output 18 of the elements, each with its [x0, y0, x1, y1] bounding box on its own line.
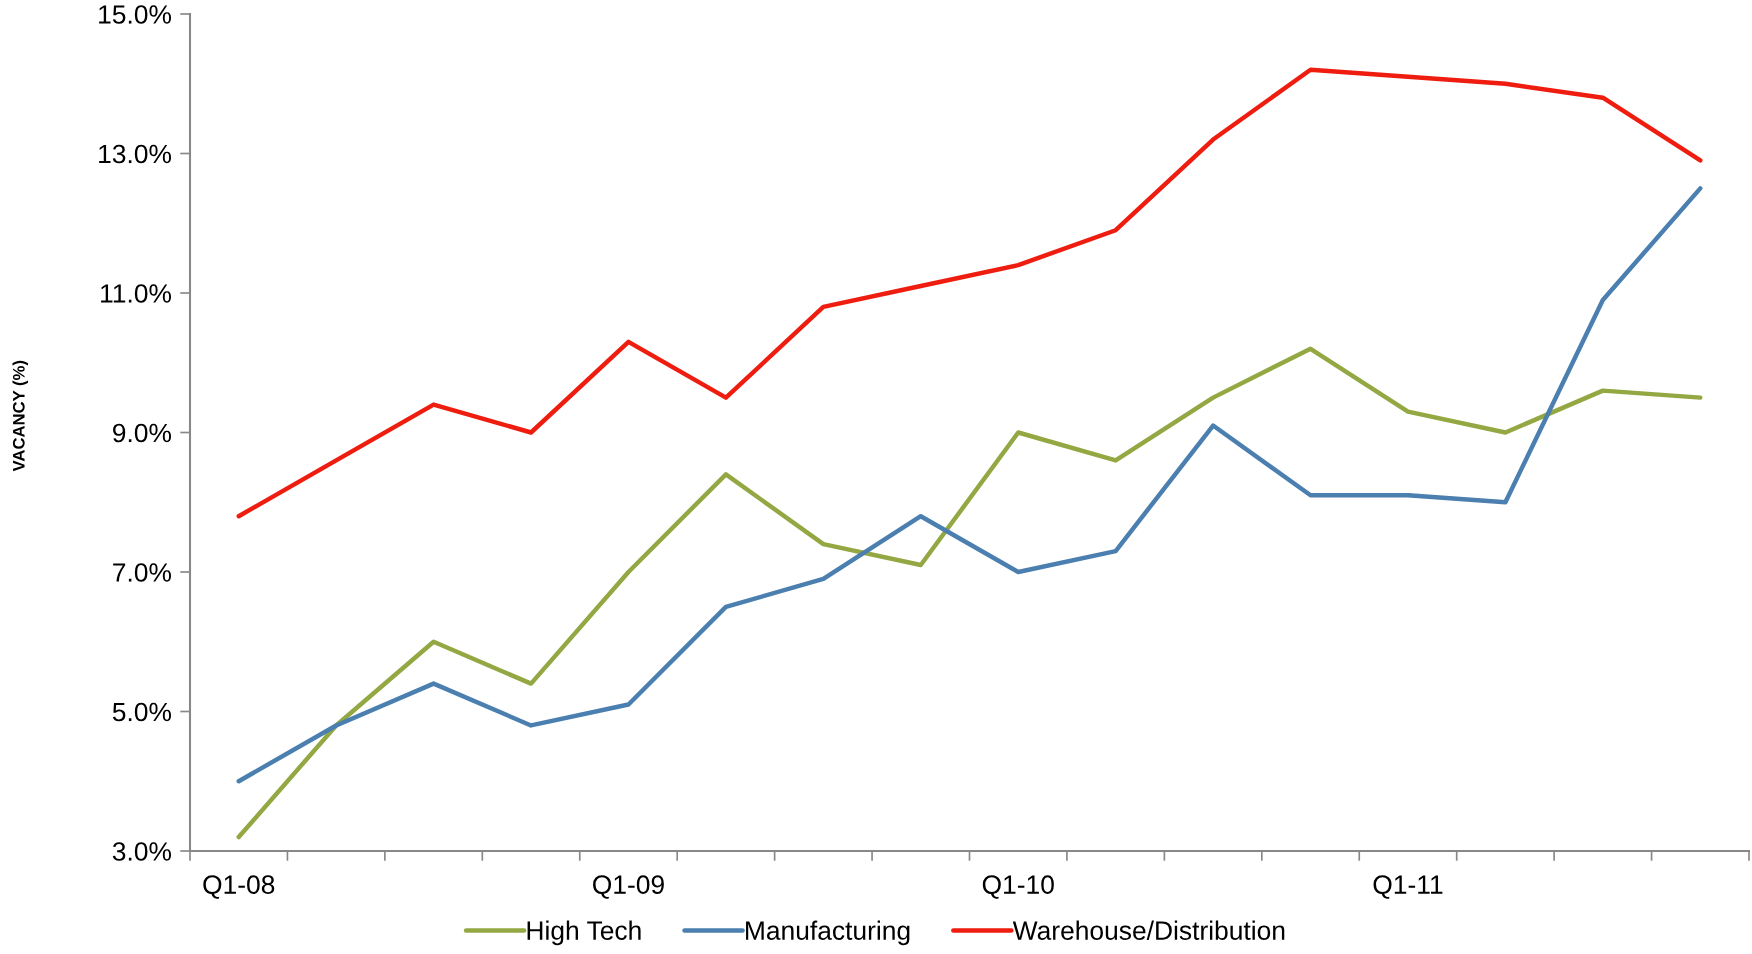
line-series — [236, 186, 1703, 784]
y-tick-label: 3.0% — [112, 842, 172, 861]
line-series — [236, 67, 1703, 519]
line-series — [236, 346, 1703, 840]
y-tick-label: 15.0% — [99, 5, 172, 24]
legend-label: Manufacturing — [746, 920, 910, 946]
legend-label: High Tech — [527, 920, 641, 946]
y-tick-label: 13.0% — [99, 144, 172, 164]
y-tick-label: 9.0% — [113, 423, 172, 443]
y-tick-label: 5.0% — [112, 702, 172, 722]
x-tick-label: Q1-11 — [1373, 875, 1443, 899]
x-tick-label: Q1-09 — [593, 875, 664, 899]
x-tick-label: Q1-10 — [982, 875, 1054, 899]
x-tick-label: Q1-08 — [203, 875, 275, 899]
y-tick-label: 7.0% — [113, 563, 172, 582]
y-axis-title: VACANCY (%) — [12, 360, 28, 472]
y-tick-label: 11.0% — [101, 284, 172, 303]
legend-label: Warehouse/Distribution — [1012, 920, 1285, 940]
